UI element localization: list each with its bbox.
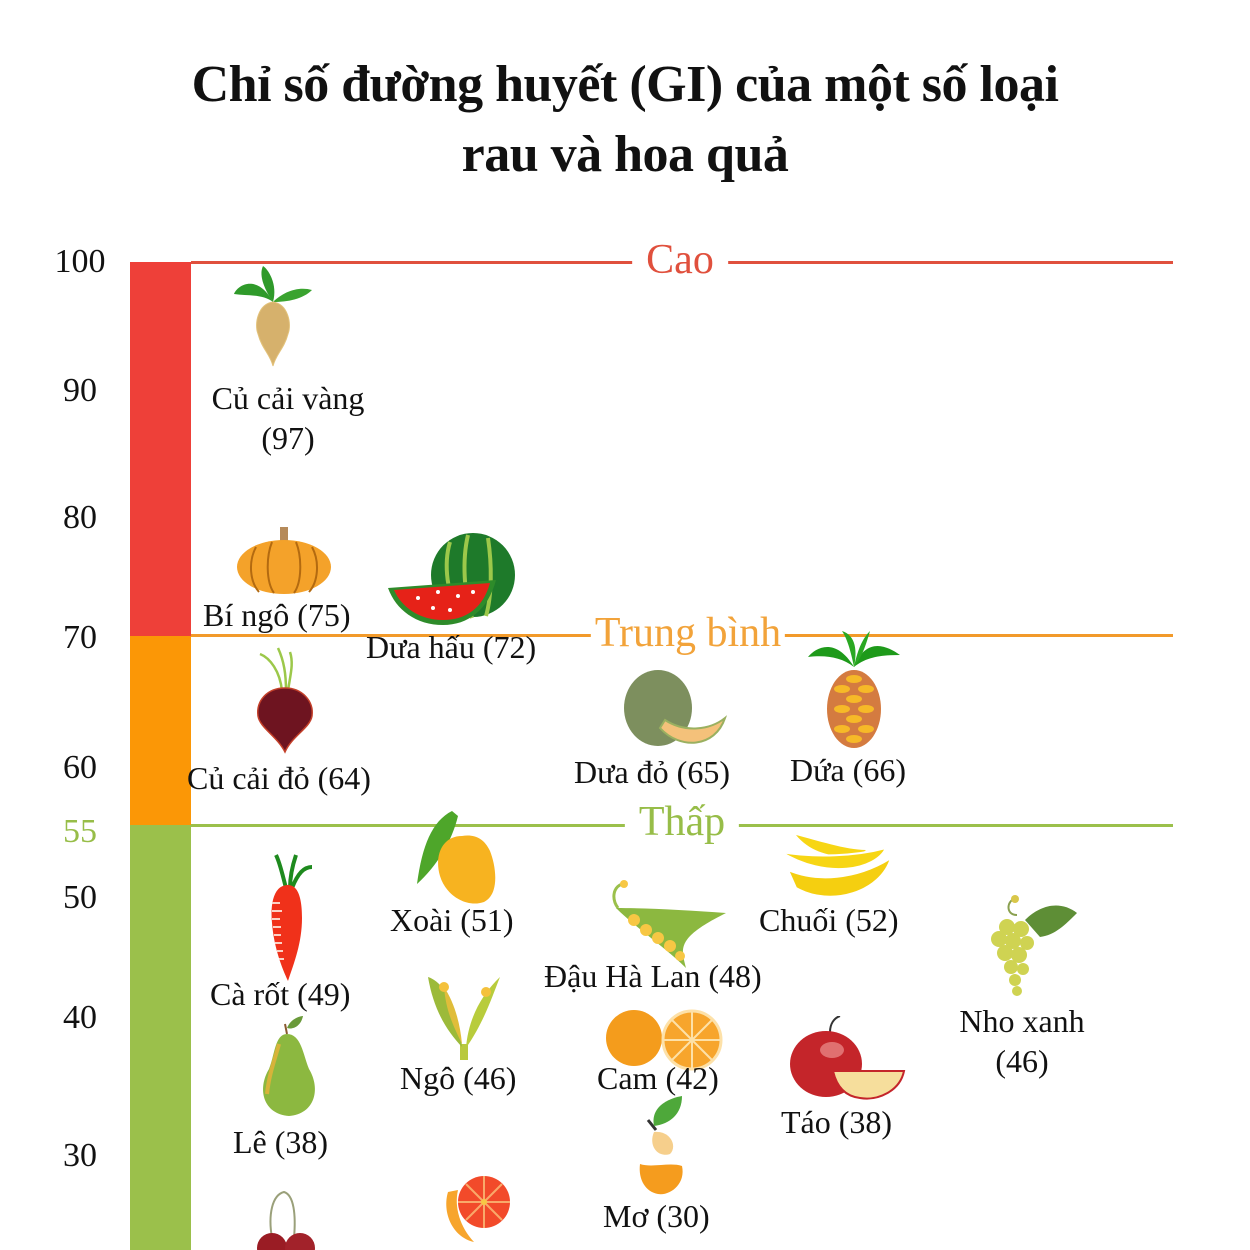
label-dau-ha-lan: Đậu Hà Lan (48) bbox=[544, 958, 762, 994]
pea-pod-icon bbox=[612, 880, 726, 968]
y-tick-40: 40 bbox=[63, 999, 97, 1036]
label-tao: Táo (38) bbox=[781, 1104, 893, 1140]
y-tick-55: 55 bbox=[63, 813, 97, 850]
yellow-turnip-icon bbox=[234, 266, 312, 367]
zone-label-medium: Trung bình bbox=[590, 609, 786, 657]
grapefruit-icon bbox=[446, 1176, 510, 1242]
apricot-icon bbox=[639, 1096, 683, 1195]
title-line-1: Chỉ số đường huyết (GI) của một số loại bbox=[191, 56, 1059, 113]
grapes-icon bbox=[991, 895, 1077, 996]
banana-icon bbox=[780, 835, 893, 898]
label-cu-cai-vang-name: Củ cải vàng bbox=[211, 380, 365, 416]
label-chuoi: Chuối (52) bbox=[759, 902, 899, 938]
label-nho-xanh-name: Nho xanh bbox=[959, 1003, 1085, 1039]
gi-bar-medium bbox=[130, 636, 191, 825]
y-tick-30: 30 bbox=[63, 1137, 97, 1174]
label-cam: Cam (42) bbox=[597, 1060, 719, 1096]
label-dua-hau: Dưa hấu (72) bbox=[366, 629, 537, 665]
label-nho-xanh-value: (46) bbox=[995, 1043, 1049, 1079]
y-tick-70: 70 bbox=[63, 619, 97, 656]
pear-icon bbox=[263, 1016, 315, 1116]
y-tick-50: 50 bbox=[63, 879, 97, 916]
corn-icon bbox=[428, 977, 500, 1060]
cherry-icon bbox=[257, 1190, 315, 1250]
apple-icon bbox=[790, 1016, 906, 1100]
label-dua: Dứa (66) bbox=[790, 752, 906, 788]
chart-title: Chỉ số đường huyết (GI) của một số loại … bbox=[0, 50, 1250, 190]
carrot-icon bbox=[271, 854, 313, 981]
pumpkin-icon bbox=[237, 527, 331, 594]
label-cu-cai-vang-value: (97) bbox=[261, 420, 315, 456]
mango-icon bbox=[417, 811, 496, 904]
zone-label-low: Thấp bbox=[624, 798, 740, 846]
label-ca-rot: Cà rốt (49) bbox=[210, 976, 351, 1012]
zone-label-high: Cao bbox=[632, 236, 728, 284]
label-ngo: Ngô (46) bbox=[400, 1060, 517, 1096]
y-tick-80: 80 bbox=[63, 499, 97, 536]
title-line-2: rau và hoa quả bbox=[461, 126, 789, 183]
orange-icon bbox=[606, 1009, 723, 1071]
label-cu-cai-vang: Củ cải vàng (97) bbox=[188, 378, 388, 458]
pineapple-icon bbox=[808, 631, 900, 748]
label-mo: Mơ (30) bbox=[603, 1198, 710, 1234]
y-tick-60: 60 bbox=[63, 749, 97, 786]
gi-bar-high bbox=[130, 262, 191, 636]
y-tick-90: 90 bbox=[63, 372, 97, 409]
label-cu-cai-do: Củ cải đỏ (64) bbox=[187, 760, 371, 796]
label-nho-xanh: Nho xanh (46) bbox=[942, 1001, 1102, 1081]
gi-bar-low bbox=[130, 825, 191, 1250]
label-dua-do: Dưa đỏ (65) bbox=[574, 754, 730, 790]
label-le: Lê (38) bbox=[233, 1124, 329, 1160]
beetroot-icon bbox=[257, 647, 313, 754]
label-bi-ngo: Bí ngô (75) bbox=[203, 597, 351, 633]
cantaloupe-icon bbox=[624, 670, 728, 746]
watermelon-icon bbox=[388, 533, 515, 625]
label-xoai: Xoài (51) bbox=[390, 902, 514, 938]
y-tick-100: 100 bbox=[54, 243, 106, 280]
